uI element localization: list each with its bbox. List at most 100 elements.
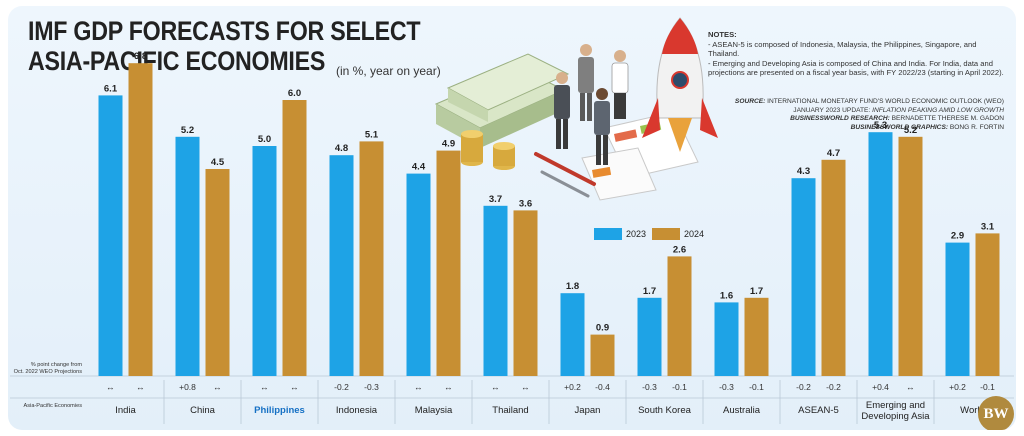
- data-label-2023: 1.6: [720, 290, 733, 301]
- business-people-icon: [554, 44, 629, 165]
- category-label: Malaysia: [415, 405, 453, 416]
- chart-subtitle: (in %, year on year): [336, 64, 441, 78]
- bar-2023: [560, 293, 585, 376]
- change-label-2024: ↔: [906, 382, 915, 392]
- notes-block: NOTES: - ASEAN-5 is composed of Indonesi…: [708, 30, 1008, 78]
- legend-swatch-2024: [652, 228, 680, 240]
- change-label-2024: -0.2: [826, 382, 841, 392]
- change-label-2024: -0.3: [364, 382, 379, 392]
- legend-swatch-2023: [594, 228, 622, 240]
- chart-title: IMF GDP FORECASTS FOR SELECT ASIA-PACIFI…: [28, 16, 421, 76]
- category-label: Philippines: [254, 405, 305, 416]
- bar-2023: [406, 173, 431, 376]
- bar-2024: [205, 169, 230, 376]
- source-label: SOURCE:: [734, 98, 766, 105]
- category-label: Australia: [723, 405, 761, 416]
- change-label-2023: +0.4: [872, 382, 889, 392]
- bar-2024: [821, 159, 846, 376]
- bar-2023: [637, 297, 662, 376]
- data-label-2024: 0.9: [596, 323, 609, 334]
- change-label-2024: ↔: [444, 382, 453, 392]
- change-label-2024: ↔: [136, 382, 145, 392]
- change-label-2023: -0.2: [796, 382, 811, 392]
- source-text-2b: INFLATION PEAKING AMID LOW GROWTH: [872, 106, 1004, 114]
- change-row-label-line-2: Oct. 2022 WEO Projections: [14, 369, 83, 375]
- data-label-2023: 5.3: [874, 120, 887, 131]
- change-label-2024: ↔: [521, 382, 530, 392]
- change-row-label-line-1: % point change from: [31, 362, 83, 368]
- data-label-2024: 6.0: [288, 88, 301, 99]
- legend-label-2023: 2023: [626, 229, 646, 239]
- businessworld-logo: BW: [978, 396, 1014, 430]
- change-label-2024: -0.1: [749, 382, 764, 392]
- change-label-2024: -0.1: [980, 382, 995, 392]
- bar-2023: [714, 302, 739, 376]
- data-label-2024: 3.6: [519, 198, 532, 209]
- graphics-text: BONG R. FORTIN: [949, 123, 1004, 131]
- data-label-2023: 6.1: [104, 83, 118, 94]
- pen-icon: [534, 152, 596, 198]
- note-emerging-asia: - Emerging and Developing Asia is compos…: [708, 58, 1004, 78]
- data-label-2024: 5.1: [365, 129, 379, 140]
- change-label-2023: -0.3: [719, 382, 734, 392]
- source-text-2a: JANUARY 2023 UPDATE:: [793, 106, 871, 114]
- title-line-2: ASIA-PACIFIC ECONOMIES: [28, 46, 326, 76]
- bar-2024: [590, 334, 615, 376]
- change-label-2023: +0.2: [564, 382, 581, 392]
- category-label: Emerging and: [866, 400, 925, 411]
- note-asean: - ASEAN-5 is composed of Indonesia, Mala…: [708, 39, 977, 59]
- bar-2023: [175, 136, 200, 376]
- change-label-2024: ↔: [290, 382, 299, 392]
- business-illustration: [434, 17, 718, 201]
- category-label: India: [115, 405, 136, 416]
- bar-2024: [128, 63, 153, 376]
- change-label-2024: ↔: [213, 382, 222, 392]
- category-label: ASEAN-5: [798, 405, 839, 416]
- bar-2024: [359, 141, 384, 376]
- data-label-2024: 4.7: [827, 148, 840, 159]
- category-label: South Korea: [638, 405, 692, 416]
- data-label-2024: 5.2: [904, 125, 917, 136]
- research-label: BUSINESSWORLD RESEARCH:: [790, 115, 890, 123]
- change-label-2024: -0.4: [595, 382, 610, 392]
- data-label-2024: 1.7: [750, 286, 763, 297]
- data-label-2023: 5.0: [258, 134, 271, 145]
- row-labels: % point change from Oct. 2022 WEO Projec…: [14, 362, 83, 409]
- source-text: INTERNATIONAL MONETARY FUND'S WORLD ECON…: [767, 98, 1004, 105]
- bar-2023: [98, 95, 123, 377]
- bar-2023: [868, 132, 893, 376]
- data-label-2023: 4.8: [335, 143, 348, 154]
- infographic-card: IMF GDP FORECASTS FOR SELECT ASIA-PACIFI…: [8, 6, 1016, 430]
- category-label: Thailand: [492, 405, 528, 416]
- data-label-2023: 1.8: [566, 281, 579, 292]
- data-label-2023: 1.7: [643, 286, 656, 297]
- data-label-2023: 4.3: [797, 166, 810, 177]
- source-line: SOURCE: INTERNATIONAL MONETARY FUND'S WO…: [698, 98, 1004, 107]
- change-label-2023: ↔: [491, 382, 500, 392]
- bar-2024: [436, 150, 461, 376]
- data-label-2024: 3.1: [981, 221, 995, 232]
- coins-icon: [461, 130, 515, 170]
- data-label-2023: 3.7: [489, 194, 502, 205]
- bar-chart: 2023 2024 % point change from Oct. 2022 …: [10, 17, 1014, 424]
- research-line: BUSINESSWORLD RESEARCH: BERNADETTE THERE…: [698, 115, 1004, 124]
- change-label-2023: ↔: [414, 382, 423, 392]
- legend-label-2024: 2024: [684, 229, 704, 239]
- money-stack-icon: [434, 53, 570, 148]
- data-label-2024: 4.9: [442, 139, 455, 150]
- data-label-2023: 4.4: [412, 162, 426, 173]
- graphics-line: BUSINESSWORLD GRAPHICS: BONG R. FORTIN: [698, 124, 1004, 133]
- change-label-2023: ↔: [260, 382, 269, 392]
- graphics-label: BUSINESSWORLD GRAPHICS:: [850, 123, 949, 131]
- change-label-2023: ↔: [106, 382, 115, 392]
- bar-2023: [791, 178, 816, 376]
- category-label: Indonesia: [336, 405, 378, 416]
- bar-2023: [252, 146, 277, 376]
- bar-2024: [975, 233, 1000, 376]
- bar-2024: [898, 136, 923, 376]
- credits-block: SOURCE: INTERNATIONAL MONETARY FUND'S WO…: [698, 98, 1004, 132]
- category-label: Japan: [575, 405, 601, 416]
- change-label-2023: -0.3: [642, 382, 657, 392]
- rocket-icon: [642, 17, 718, 152]
- data-label-2024: 6.8: [134, 51, 147, 62]
